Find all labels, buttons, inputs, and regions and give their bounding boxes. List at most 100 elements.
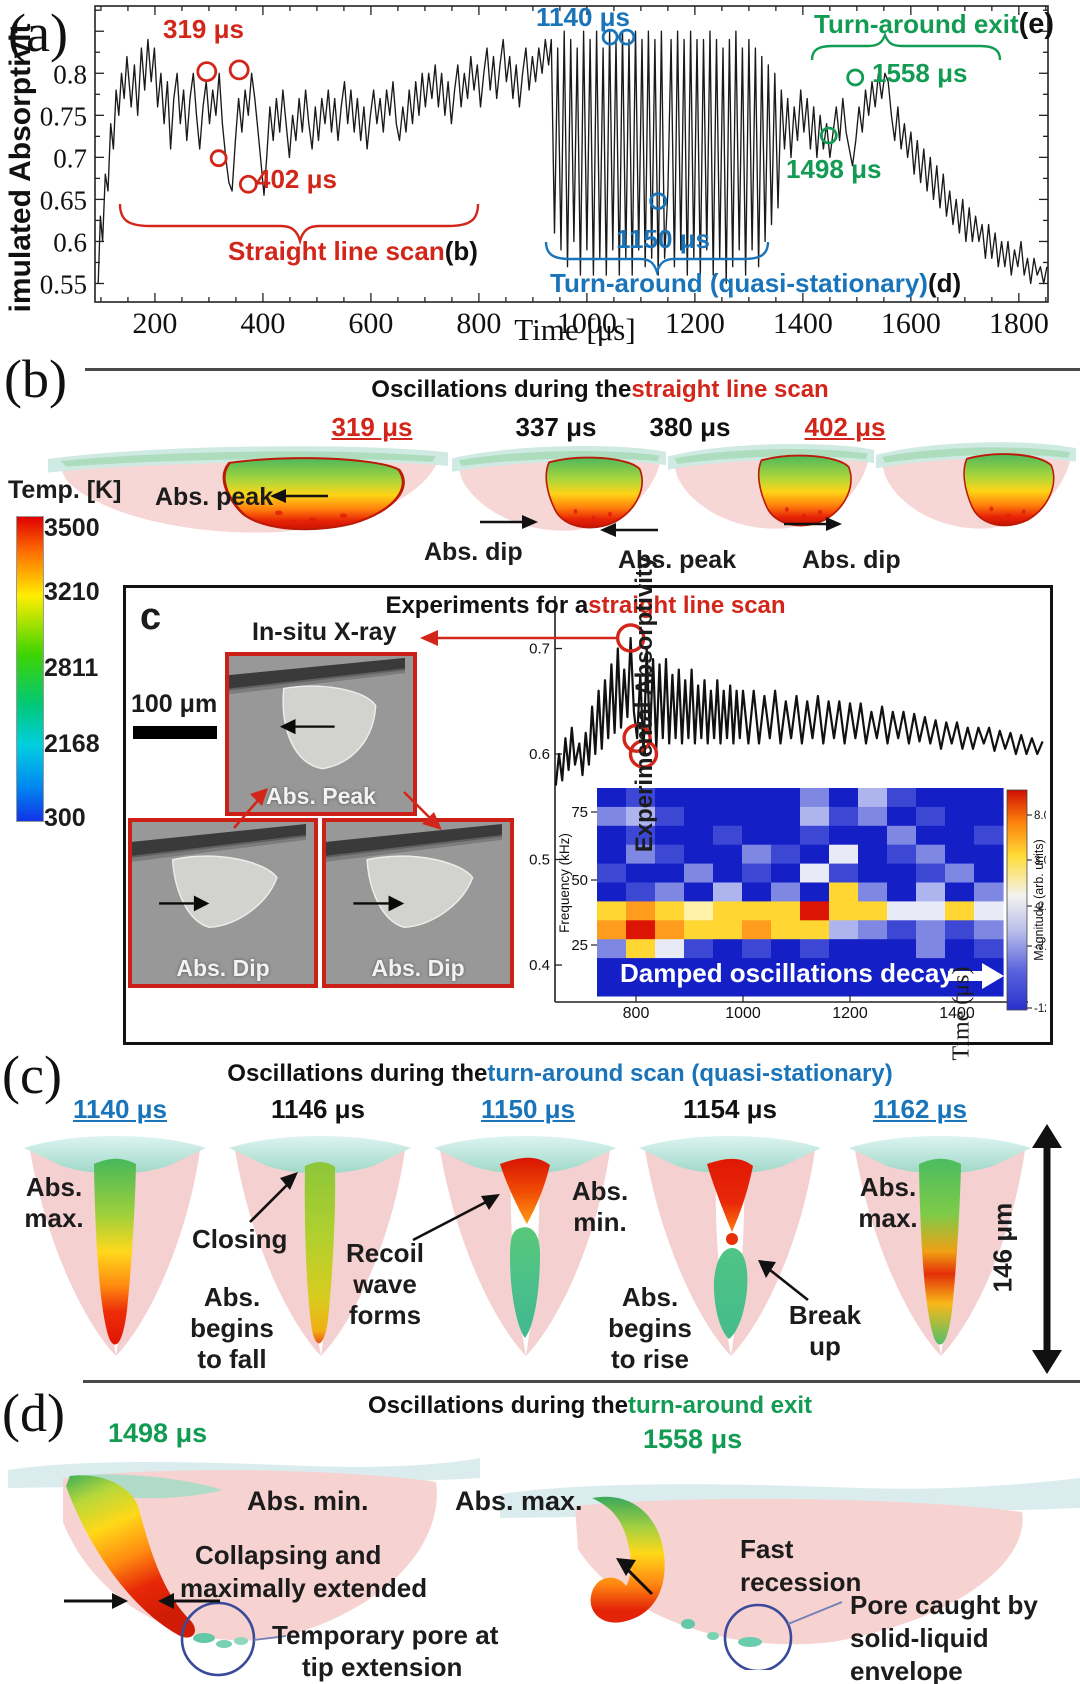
annotation-319us: 319 μs (163, 14, 244, 44)
svg-text:Time [μs]: Time [μs] (514, 312, 635, 346)
svg-text:600: 600 (348, 307, 393, 340)
xray-art-peak (229, 656, 405, 804)
box-c-header: Experiments for a straight line scan (133, 592, 1038, 620)
label-collapsing-2: maximally extended (180, 1573, 428, 1603)
collapsing-arrows (64, 1593, 220, 1609)
label-collapsing-1: Collapsing and (195, 1540, 382, 1570)
panel-d-header: Oscillations during the turn-around exit (120, 1392, 1060, 1420)
region-label-turn-around: Turn-around (quasi-stationary)(d) (550, 268, 961, 299)
experimental-ylabel: Experimental Absorptivity (631, 555, 658, 853)
label-abs-max-2: Abs. max. (848, 1172, 928, 1234)
panel-b-header: Oscillations during the straight line sc… (130, 376, 1070, 404)
label-fast: Fast (740, 1534, 794, 1564)
svg-text:1600: 1600 (881, 307, 941, 340)
frame-time-1154: 1154 μs (683, 1094, 777, 1124)
fall-line2: begins (190, 1313, 274, 1343)
recoil-arrow (412, 1194, 500, 1242)
min-line1: Abs. (571, 1176, 629, 1206)
panel-c-header-black: Oscillations during the (227, 1060, 488, 1087)
keyhole-turnaround-1162us (849, 1136, 1031, 1356)
panel-b-header-accent: straight line scan (631, 376, 829, 403)
xray-label-abs-dip-1: Abs. Dip (176, 955, 270, 981)
simulated-absorptivity-chart: 0.8 0.75 0.7 0.65 0.6 0.55 200 400 600 800 1000 120… (4, 5, 1049, 346)
min-line2: min. (573, 1207, 627, 1237)
scalebar (133, 726, 217, 739)
panel-c-header-accent: turn-around scan (quasi-stationary) (487, 1060, 893, 1087)
frame-time-1146: 1146 μs (271, 1094, 365, 1124)
svg-text:-12: -12 (1034, 1003, 1046, 1015)
xray-label-abs-dip-2: Abs. Dip (371, 955, 465, 981)
scalebar-label: 100 μm (131, 690, 218, 718)
svg-text:Frequency (kHz): Frequency (kHz) (557, 833, 572, 933)
label-break-up: Break up (785, 1300, 865, 1362)
label-abs-max-exit: Abs. max. (455, 1486, 583, 1516)
temp-tick-2811: 2811 (44, 654, 99, 682)
xray-image-abs-dip-2: Abs. Dip (322, 818, 514, 988)
svg-text:25: 25 (571, 937, 588, 954)
temp-tick-3500: 3500 (44, 514, 100, 542)
frame-time-1150: 1150 μs (481, 1094, 575, 1124)
frame-time-1140: 1140 μs (73, 1094, 167, 1124)
panel-d-letter: (d) (2, 1383, 65, 1443)
keyhole-sim-337us (452, 446, 666, 531)
label-pore-caught-2: solid-liquid (850, 1623, 989, 1653)
scale-146um-label: 146 μm (987, 1202, 1018, 1293)
label-abs-min: Abs. min. (562, 1176, 638, 1238)
frame-time-319: 319 μs (331, 412, 413, 442)
separator-c-d (83, 1380, 1080, 1383)
label-pore-caught-1: Pore caught by (850, 1590, 1038, 1620)
damped-decay-arrow (948, 963, 1004, 989)
svg-text:1800: 1800 (989, 307, 1049, 340)
temp-colorbar (16, 516, 44, 822)
svg-text:50: 50 (571, 872, 588, 889)
xray-label-abs-peak: Abs. Peak (266, 783, 376, 809)
panel-a-letter: (a) (8, 3, 68, 63)
annotation-1150us: 1150 μs (616, 224, 710, 254)
fall-line1: Abs. (203, 1282, 261, 1312)
recoil-line2: wave (353, 1269, 417, 1299)
temp-tick-300: 300 (44, 804, 86, 832)
closing-arrow (249, 1172, 298, 1223)
abs-max-1-line2: max. (24, 1203, 84, 1233)
turn-around-text: Turn-around (quasi-stationary) (550, 268, 928, 298)
tag-abs-dip-2: Abs. dip (802, 546, 901, 574)
svg-text:-7.0: -7.0 (1034, 941, 1046, 953)
recoil-line1: Recoil (345, 1238, 425, 1268)
panel-b-letter: (b) (4, 349, 67, 409)
frame-time-1558: 1558 μs (643, 1424, 743, 1454)
label-closing: Closing (192, 1224, 288, 1254)
annotation-402us: 402 μs (256, 164, 337, 194)
frame-time-337: 337 μs (515, 412, 597, 442)
rise-line2: begins (608, 1313, 692, 1343)
tag-abs-dip-1: Abs. dip (424, 538, 523, 566)
rise-line1: Abs. (621, 1282, 679, 1312)
abs-max-2-line2: max. (858, 1203, 918, 1233)
box-c-header-black: Experiments for a (385, 592, 589, 619)
scale-146um-arrow (1032, 1124, 1062, 1374)
breakup-line1: Break (788, 1300, 862, 1330)
box-c-header-accent: straight line scan (588, 592, 786, 619)
temp-tick-3210: 3210 (44, 578, 100, 606)
frame-time-1162: 1162 μs (873, 1094, 967, 1124)
frame-time-380: 380 μs (649, 412, 731, 442)
panel-b-header-black: Oscillations during the (371, 376, 632, 403)
frame-time-402: 402 μs (804, 412, 886, 442)
region-label-turn-around-exit: Turn-around exit(e) (814, 8, 1054, 41)
panel-d-header-black: Oscillations during the (367, 1392, 629, 1419)
arrow-abs-peak-2 (600, 523, 658, 537)
svg-text:400: 400 (240, 307, 285, 340)
experimental-xlabel: Time (μs) (948, 966, 975, 1061)
svg-text:0.75: 0.75 (40, 101, 87, 131)
label-recession: recession (740, 1567, 862, 1597)
arrow-abs-dip-1 (480, 515, 538, 529)
label-temporary-pore-1: Temporary pore at (272, 1620, 499, 1650)
svg-text:1200: 1200 (665, 307, 725, 340)
svg-text:3.0: 3.0 (1034, 855, 1046, 867)
in-situ-xray-label: In-situ X-ray (252, 618, 397, 646)
xray-art-dip2 (326, 822, 502, 976)
svg-text:200: 200 (132, 307, 177, 340)
temp-colorbar-title: Temp. [K] (8, 476, 122, 504)
recoil-line3: forms (348, 1300, 422, 1330)
label-temporary-pore-2: tip extension (302, 1652, 463, 1682)
svg-text:1200: 1200 (832, 1005, 868, 1022)
